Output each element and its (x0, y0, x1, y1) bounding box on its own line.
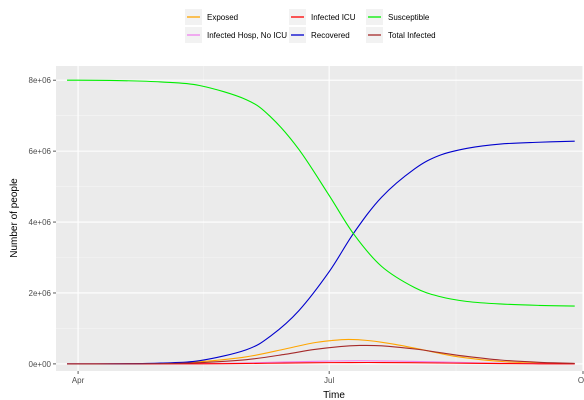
legend-label: Total Infected (388, 31, 436, 40)
y-tick-label: 8e+06 (29, 76, 52, 85)
y-tick-label: 4e+06 (29, 218, 52, 227)
legend-item-total-infected: Total Infected (366, 27, 436, 43)
x-axis: Apr Jul Oc (72, 371, 584, 385)
plot-panel (56, 66, 583, 371)
y-axis: 0e+00 2e+06 4e+06 6e+06 8e+06 (29, 76, 56, 369)
legend: Exposed Infected Hosp, No ICU Infected ICU… (185, 9, 436, 43)
x-axis-title: Time (323, 390, 345, 400)
legend-item-infected-hosp-no-icu: Infected Hosp, No ICU (185, 27, 287, 43)
series-line-recovered (67, 140, 575, 365)
y-tick-label: 6e+06 (29, 147, 52, 156)
legend-label: Infected ICU (311, 13, 356, 22)
y-tick-label: 0e+00 (29, 360, 52, 369)
legend-label: Infected Hosp, No ICU (207, 31, 287, 40)
series-line-infected-icu (67, 361, 575, 365)
legend-item-infected-icu: Infected ICU (289, 9, 356, 25)
legend-label: Recovered (311, 31, 350, 40)
series-line-total-infected (67, 344, 575, 365)
legend-label: Susceptible (388, 13, 430, 22)
x-tick-label: Oc (578, 376, 584, 385)
legend-label: Exposed (207, 13, 238, 22)
legend-item-susceptible: Susceptible (366, 9, 430, 25)
legend-item-recovered: Recovered (289, 27, 350, 43)
series-layer (67, 79, 575, 365)
x-tick-label: Apr (72, 376, 85, 385)
series-line-susceptible (67, 79, 575, 307)
y-tick-label: 2e+06 (29, 289, 52, 298)
y-axis-title: Number of people (9, 178, 20, 258)
legend-item-exposed: Exposed (185, 9, 238, 25)
x-tick-label: Jul (324, 376, 334, 385)
